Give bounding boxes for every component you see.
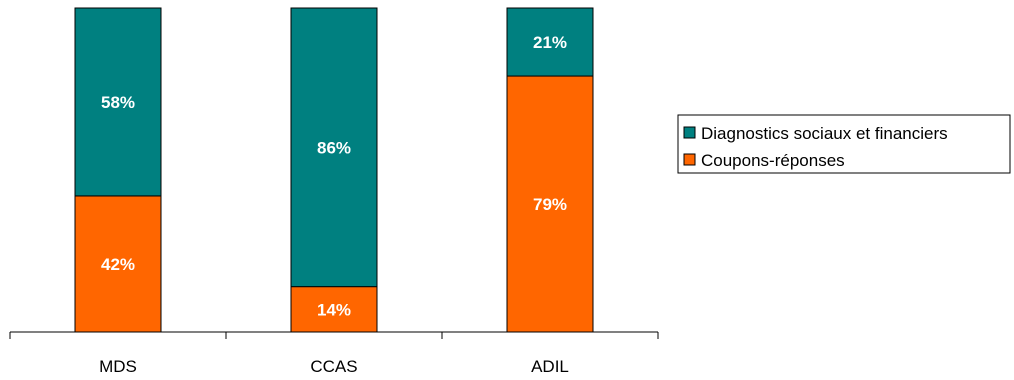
- category-label-adil: ADIL: [531, 357, 569, 376]
- legend-label-coupons-reponses: Coupons-réponses: [701, 151, 845, 170]
- data-label-mds-diagnostics-sociaux-et-financiers: 58%: [101, 93, 135, 112]
- bar-segment-mds-coupons-reponses: [74, 195, 162, 333]
- bar-segment-ccas-diagnostics-sociaux-et-financiers: [290, 7, 378, 288]
- data-label-adil-coupons-reponses: 79%: [533, 195, 567, 214]
- category-label-ccas: CCAS: [310, 357, 357, 376]
- category-axis: MDS CCAS ADIL: [9, 331, 659, 376]
- data-label-mds-coupons-reponses: 42%: [101, 255, 135, 274]
- category-label-mds: MDS: [99, 357, 137, 376]
- bar-segment-adil-coupons-reponses: [506, 75, 594, 333]
- data-label-ccas-coupons-reponses: 14%: [317, 300, 351, 319]
- bar-segment-adil-diagnostics-sociaux-et-financiers: [506, 7, 594, 77]
- legend: Diagnostics sociaux et financiers Coupons…: [677, 114, 1011, 174]
- legend-box: [677, 114, 1011, 174]
- plot-area: 42% 58% 14% 86% 79% 21%: [74, 7, 594, 333]
- legend-label-diagnostics-sociaux-et-financiers: Diagnostics sociaux et financiers: [701, 124, 948, 143]
- legend-swatch-coupons-reponses: [683, 153, 696, 166]
- bar-segment-mds-diagnostics-sociaux-et-financiers: [74, 7, 162, 197]
- data-label-ccas-diagnostics-sociaux-et-financiers: 86%: [317, 138, 351, 157]
- data-label-adil-diagnostics-sociaux-et-financiers: 21%: [533, 33, 567, 52]
- legend-swatch-diagnostics-sociaux-et-financiers: [683, 126, 696, 139]
